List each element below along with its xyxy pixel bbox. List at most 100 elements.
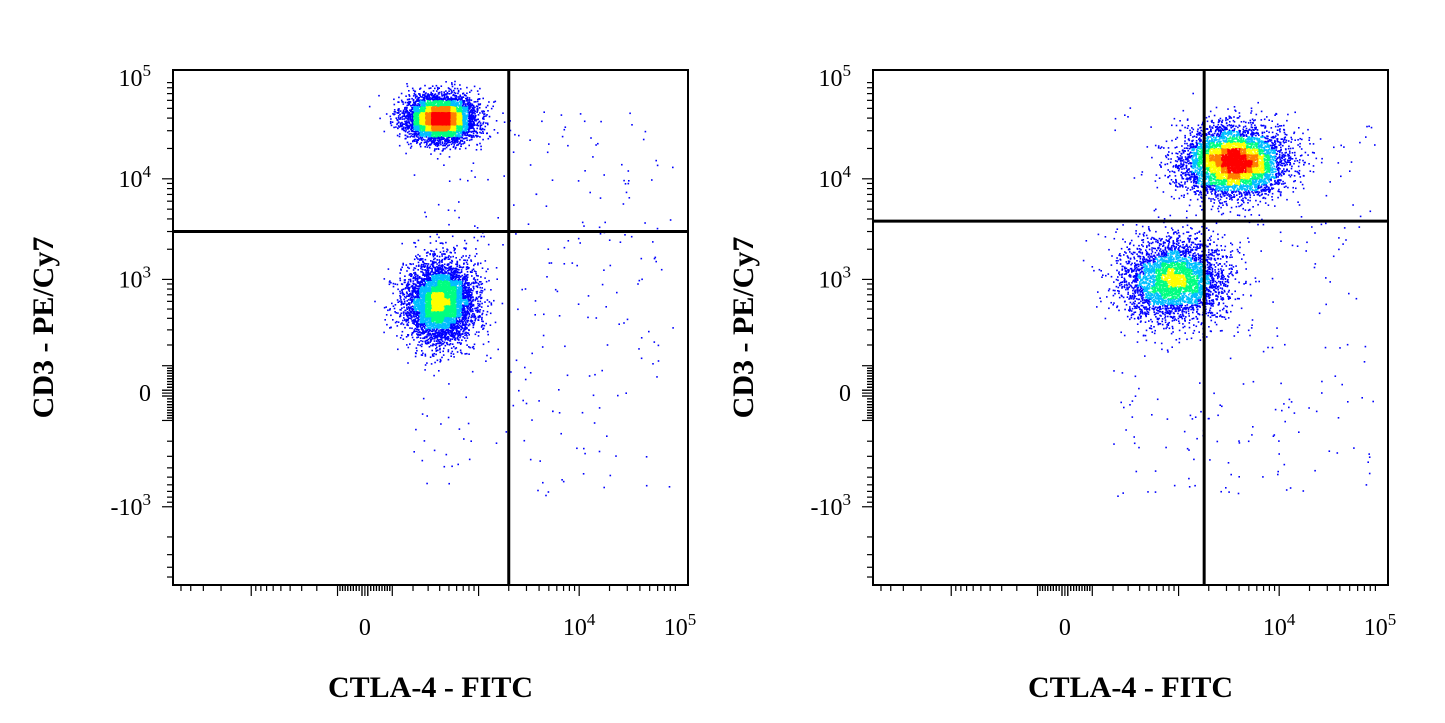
event-dot (478, 281, 481, 283)
event-dot (457, 279, 459, 281)
event-dot (423, 97, 426, 100)
event-dot (473, 119, 476, 122)
event-dot (628, 197, 631, 199)
event-dot (374, 300, 376, 303)
event-dot (473, 343, 476, 346)
event-dot (460, 296, 463, 299)
event-dot (476, 292, 478, 295)
event-dot (438, 93, 440, 95)
event-dot (642, 138, 645, 141)
event-dot (406, 83, 408, 85)
event-dot (436, 259, 438, 261)
event-dot (428, 333, 431, 335)
event-dot (531, 352, 533, 355)
event-dot (446, 137, 449, 139)
event-dot (448, 258, 451, 260)
event-dot (465, 268, 468, 271)
event-dot (515, 233, 517, 235)
event-dot (450, 267, 452, 269)
event-dot (411, 119, 413, 121)
event-dot (448, 267, 451, 269)
event-dot (470, 118, 473, 121)
event-dot (411, 327, 413, 330)
event-dot (453, 144, 455, 146)
event-dots (368, 80, 674, 497)
event-dot (398, 108, 400, 110)
event-dot (414, 327, 417, 330)
event-dot (451, 83, 453, 86)
event-dot (489, 312, 492, 315)
event-dot (464, 326, 467, 329)
event-dot (471, 269, 474, 272)
event-dot (434, 266, 436, 269)
event-dot (410, 285, 413, 288)
event-dot (428, 132, 430, 135)
event-dot (454, 347, 457, 350)
event-dot (447, 263, 450, 266)
event-dot (428, 146, 431, 149)
event-dot (434, 269, 437, 271)
event-dot (472, 123, 475, 126)
event-dot (446, 141, 449, 144)
event-dot (417, 333, 420, 336)
event-dot (443, 341, 446, 344)
event-dot (454, 147, 457, 150)
event-dot (414, 272, 417, 274)
event-dot (392, 292, 394, 295)
event-dot (404, 130, 407, 133)
event-dot (447, 416, 450, 419)
event-dot (459, 84, 461, 86)
event-dot (485, 280, 488, 283)
event-dot (455, 105, 458, 107)
event-dot (435, 284, 438, 286)
event-dot (445, 275, 448, 277)
event-dot (464, 119, 467, 122)
event-dot (461, 306, 463, 309)
event-dot (434, 93, 437, 95)
event-dot (476, 132, 479, 134)
event-dot (624, 183, 627, 185)
event-dot (525, 402, 528, 405)
event-dot (495, 120, 498, 122)
event-dot (399, 297, 402, 299)
event-dot (464, 285, 466, 288)
event-dot (457, 309, 459, 311)
event-dot (425, 317, 427, 320)
event-dot (448, 325, 451, 327)
event-dot (428, 131, 430, 134)
event-dot (428, 135, 431, 138)
event-dot (443, 328, 445, 330)
event-dot (434, 144, 437, 147)
event-dot (395, 117, 398, 119)
event-dot (397, 115, 400, 117)
event-dot (389, 280, 391, 282)
event-dot (405, 123, 408, 126)
event-dot (440, 260, 443, 262)
event-dot (535, 193, 538, 195)
event-dot (466, 271, 469, 273)
event-dot (414, 109, 417, 112)
event-dot (427, 133, 430, 136)
event-dot (448, 277, 450, 280)
event-dot (416, 279, 419, 281)
event-dot (421, 332, 424, 335)
event-dot (482, 130, 484, 133)
event-dot (423, 286, 425, 289)
event-dot (425, 271, 427, 274)
event-dot (449, 332, 451, 334)
event-dot (475, 274, 478, 277)
event-dot (396, 134, 399, 137)
event-dot (444, 337, 446, 340)
event-dot (469, 270, 472, 273)
event-dot (406, 121, 409, 124)
event-dot (475, 309, 477, 312)
event-dot (434, 361, 436, 364)
event-dot (445, 250, 448, 253)
event-dot (393, 98, 395, 101)
event-dot (487, 243, 490, 246)
event-dot (428, 334, 430, 337)
event-dot (408, 267, 410, 270)
event-dot (468, 315, 471, 317)
event-dot (456, 135, 459, 137)
event-dot (657, 344, 660, 347)
